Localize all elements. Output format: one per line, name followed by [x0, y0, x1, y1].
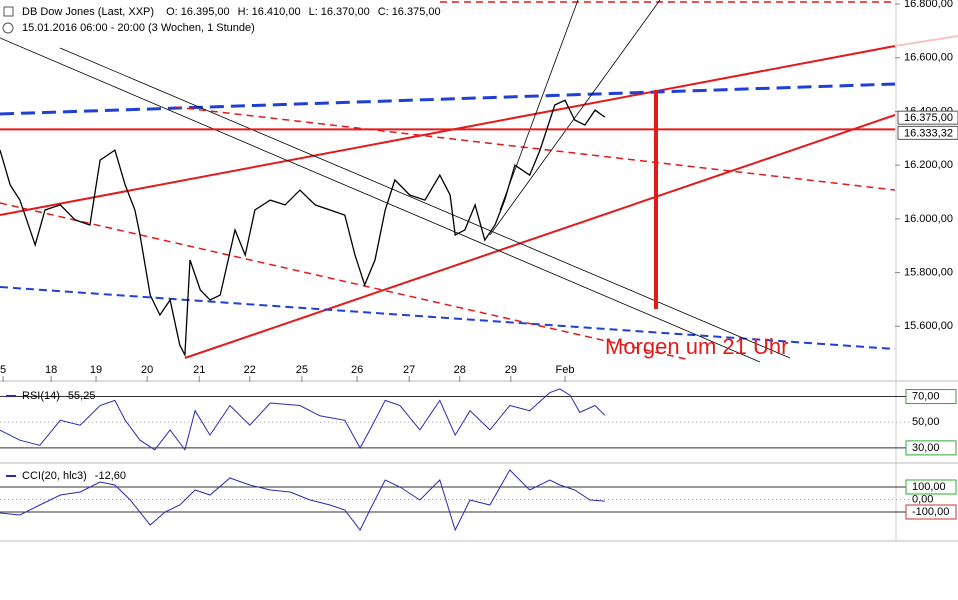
trend-lines: [0, 0, 958, 363]
trend-line: [489, 0, 661, 236]
y-tick-label: 16.200,00: [904, 159, 953, 171]
y-tick-label: 30,00: [912, 442, 940, 454]
panel-title: RSI(14): [22, 390, 60, 402]
x-tick-label: 20: [141, 364, 153, 376]
y-tick-label: -100,00: [912, 506, 949, 518]
x-tick-label: 26: [351, 364, 363, 376]
x-tick-label: 18: [45, 364, 57, 376]
y-tick-label: 16.000,00: [904, 213, 953, 225]
x-tick-label: 27: [403, 364, 415, 376]
price-line: [0, 469, 605, 532]
tick-box: [905, 440, 957, 456]
chart-subtitle: 15.01.2016 06:00 - 20:00 (3 Wochen, 1 St…: [22, 22, 255, 34]
x-tick-label: 29: [505, 364, 517, 376]
x-tick-label: Feb: [556, 364, 575, 376]
ohlc-name: L:: [309, 6, 318, 18]
y-tick-label: 16.800,00: [904, 0, 953, 10]
panel-last-value: 55,25: [68, 390, 96, 402]
y-tick-label: 50,00: [912, 416, 940, 428]
trend-line: [184, 114, 896, 359]
x-tick-label: 25: [296, 364, 308, 376]
y-tick-label: 70,00: [912, 390, 940, 402]
trend-line: [499, 0, 579, 211]
y-tick-label: 15.800,00: [904, 266, 953, 278]
y-tick-label: 15.600,00: [904, 320, 953, 332]
panel-last-value: -12,60: [95, 470, 126, 482]
y-tick-label: 16.600,00: [904, 52, 953, 64]
y-tick-label: 100,00: [912, 481, 946, 493]
panel-title: CCI(20, hlc3): [22, 470, 87, 482]
x-tick-label: 28: [454, 364, 466, 376]
price-line: [0, 99, 606, 358]
x-tick-label: 5: [0, 364, 6, 376]
trend-line: [0, 286, 896, 350]
trend-line: [59, 47, 791, 359]
tick-box: [905, 389, 957, 405]
tick-box: [905, 504, 957, 520]
chart-title: DB Dow Jones (Last, XXP): [22, 6, 154, 18]
ohlc-name: O:: [166, 6, 178, 18]
chart-icon: [3, 6, 14, 17]
ohlc-value: 16.370,00: [321, 6, 370, 18]
price-marker-label: 16.375,00: [904, 112, 953, 124]
trend-line: [0, 82, 896, 116]
ohlc-name: C:: [378, 6, 389, 18]
price-marker-box: [897, 110, 958, 125]
tick-box: [905, 479, 957, 495]
price-marker-label: 16.333,32: [904, 127, 953, 139]
y-tick-label: 0,00: [912, 493, 933, 505]
x-tick-label: 19: [90, 364, 102, 376]
trend-line: [894, 35, 958, 47]
trend-line: [0, 202, 691, 361]
ohlc-value: 16.395,00: [181, 6, 230, 18]
price-marker-box: [897, 125, 958, 140]
trend-line: [174, 106, 896, 191]
ohlc-value: 16.375,00: [392, 6, 441, 18]
x-tick-label: 21: [193, 364, 205, 376]
trend-line: [0, 45, 896, 216]
price-line: [0, 388, 606, 451]
x-tick-label: 22: [244, 364, 256, 376]
clock-icon: [2, 22, 14, 34]
ohlc-value: 16.410,00: [252, 6, 301, 18]
trend-line: [0, 37, 761, 363]
annotation: Morgen um 21 Uhr: [605, 334, 788, 359]
ohlc-name: H:: [238, 6, 249, 18]
